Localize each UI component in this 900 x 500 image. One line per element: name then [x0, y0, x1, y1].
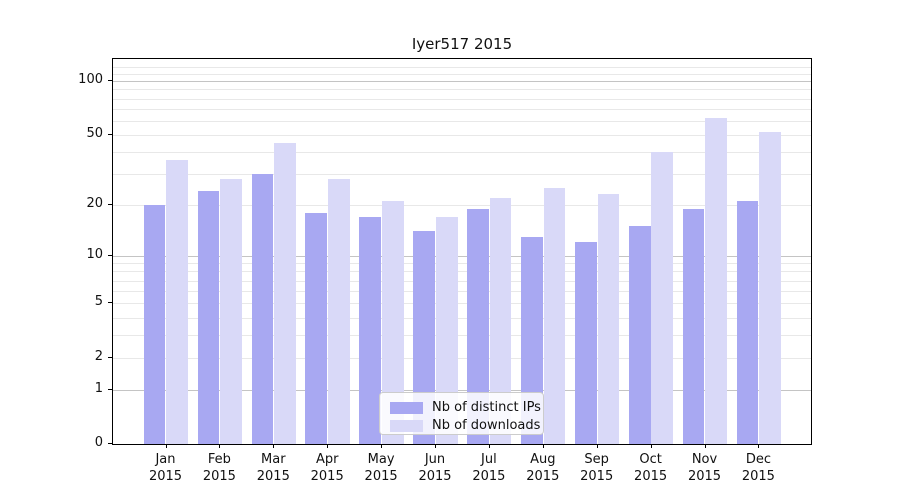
x-tick-label: Sep 2015 — [580, 452, 614, 484]
bar-distinct-ips — [413, 231, 435, 444]
x-tick-mark — [165, 444, 167, 448]
gridline — [113, 174, 811, 176]
y-tick-label: 0 — [94, 435, 103, 450]
gridline — [113, 389, 811, 391]
x-tick-mark — [650, 444, 652, 448]
x-tick-mark — [596, 444, 598, 448]
legend-swatch-distinct-ips — [390, 401, 423, 414]
bar-distinct-ips — [574, 242, 597, 444]
x-tick-label: Jul 2015 — [472, 452, 506, 484]
y-tick-label: 20 — [86, 195, 103, 211]
bar-downloads — [597, 194, 620, 444]
gridline — [113, 108, 811, 110]
bar-downloads — [543, 187, 566, 444]
gridline — [113, 73, 811, 75]
x-tick-mark — [273, 444, 275, 448]
legend-label-downloads: Nb of downloads — [432, 418, 541, 433]
x-tick-mark — [488, 444, 490, 448]
y-tick-mark — [108, 302, 112, 304]
gridline — [113, 317, 811, 319]
bar-downloads — [274, 143, 296, 444]
x-tick-mark — [219, 444, 221, 448]
gridline — [113, 98, 811, 100]
gridline — [113, 120, 811, 122]
bar-distinct-ips — [197, 191, 220, 444]
legend-item-distinct-ips: Nb of distinct IPs — [390, 400, 543, 415]
bar-distinct-ips — [628, 226, 651, 444]
bar-distinct-ips — [305, 212, 328, 444]
gridline — [113, 89, 811, 91]
x-tick-label: Nov 2015 — [687, 452, 722, 484]
gridline — [113, 81, 811, 83]
gridline — [113, 291, 811, 292]
y-tick-mark — [108, 80, 112, 82]
x-tick-label: Apr 2015 — [310, 452, 344, 484]
gridline — [113, 335, 811, 336]
gridline — [113, 263, 811, 264]
y-tick-mark — [108, 203, 112, 205]
x-tick-mark — [435, 444, 436, 448]
bar-downloads — [166, 160, 189, 444]
chart-title: Iyer517 2015 — [411, 35, 513, 53]
bar-distinct-ips — [359, 216, 382, 444]
legend-label-distinct-ips: Nb of distinct IPs — [432, 400, 541, 415]
bar-downloads — [435, 216, 458, 444]
gridline — [113, 152, 811, 154]
legend: Nb of distinct IPs Nb of downloads — [379, 392, 544, 435]
x-tick-label: Feb 2015 — [202, 452, 236, 484]
gridline — [113, 67, 811, 68]
gridline — [113, 255, 811, 257]
x-tick-label: Jan 2015 — [148, 452, 183, 484]
gridline — [113, 271, 811, 273]
x-tick-mark — [758, 444, 760, 448]
x-tick-label: Mar 2015 — [256, 452, 290, 484]
x-tick-mark — [381, 444, 383, 448]
x-tick-mark — [327, 444, 329, 448]
bar-downloads — [759, 131, 781, 444]
gridline — [113, 357, 811, 359]
x-tick-label: May 2015 — [364, 452, 398, 484]
y-tick-label: 100 — [78, 72, 103, 88]
y-tick-label: 50 — [86, 125, 103, 141]
bar-downloads — [381, 201, 404, 444]
gridline — [113, 280, 811, 282]
bar-downloads — [489, 197, 512, 444]
y-tick-mark — [108, 356, 112, 358]
legend-item-downloads: Nb of downloads — [390, 418, 543, 433]
x-tick-label: Aug 2015 — [526, 452, 560, 484]
y-tick-mark — [108, 133, 112, 135]
legend-swatch-downloads — [390, 419, 423, 432]
y-tick-label: 2 — [94, 348, 103, 364]
bar-downloads — [651, 152, 674, 444]
gridline — [113, 134, 811, 136]
gridline — [113, 204, 811, 206]
bar-distinct-ips — [143, 204, 166, 444]
x-tick-label: Oct 2015 — [634, 452, 668, 484]
bar-distinct-ips — [736, 201, 759, 444]
y-tick-mark — [108, 388, 112, 390]
x-tick-mark — [704, 444, 706, 448]
gridline — [113, 303, 811, 305]
y-tick-mark — [108, 443, 112, 444]
y-tick-label: 10 — [86, 246, 103, 262]
x-tick-label: Jun 2015 — [418, 452, 452, 484]
plot-area — [112, 58, 812, 445]
y-tick-mark — [108, 254, 112, 256]
y-tick-label: 5 — [94, 294, 103, 310]
bar-downloads — [705, 118, 728, 444]
bar-distinct-ips — [682, 208, 705, 444]
bar-distinct-ips — [251, 174, 274, 444]
x-tick-label: Dec 2015 — [741, 452, 775, 484]
bar-downloads — [220, 179, 242, 444]
x-tick-mark — [542, 444, 544, 448]
y-tick-label: 1 — [94, 380, 103, 396]
bar-distinct-ips — [467, 208, 489, 444]
bar-downloads — [328, 179, 350, 444]
